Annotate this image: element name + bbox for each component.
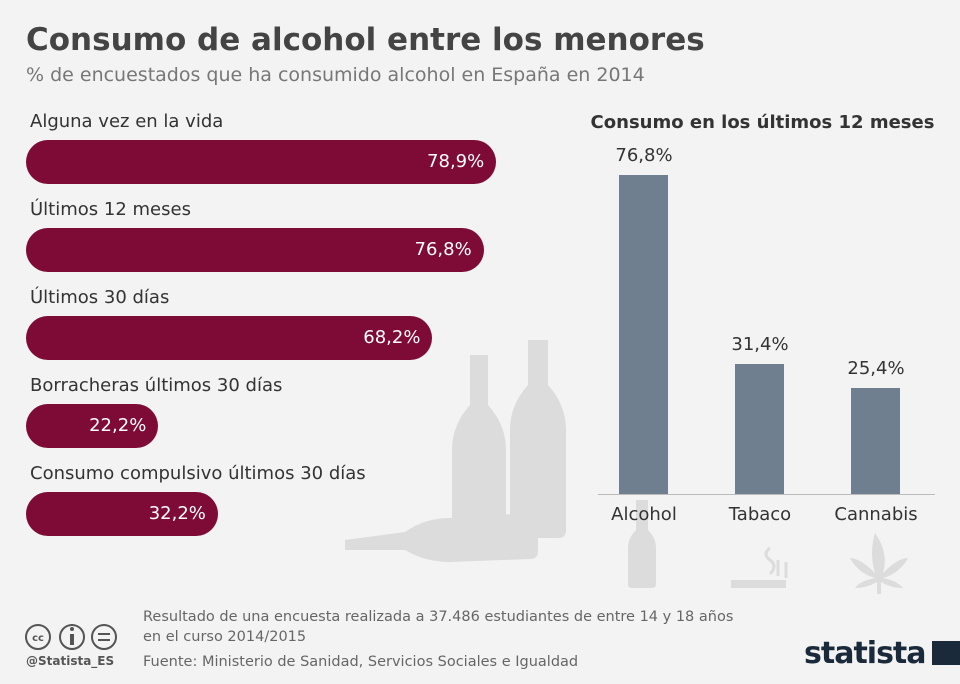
bar-category-label: Últimos 12 meses [30,199,191,220]
vertical-chart-title: Consumo en los últimos 12 meses [590,112,935,133]
logo-text: statista [804,636,927,671]
x-tick-label: Cannabis [834,504,918,525]
note-line-1: Resultado de una encuesta realizada a 37… [143,609,734,625]
bar-value-label: 25,4% [847,358,905,380]
chart-subtitle: % de encuestados que ha consumido alcoho… [26,64,645,86]
source-note: Fuente: Ministerio de Sanidad, Servicios… [143,654,579,670]
logo-mark-icon [931,641,960,665]
bar-value-label: 78,9% [427,151,485,172]
cc-icon [25,624,51,650]
note-line-2: en el curso 2014/2015 [143,629,307,645]
x-axis-line [598,494,935,495]
survey-note: Resultado de una encuesta realizada a 37… [143,607,733,647]
bar-category-label: Últimos 30 días [30,287,170,308]
horizontal-bar: 22,2% [26,404,159,448]
social-handle: @Statista_ES [26,654,115,668]
bar-category-label: Consumo compulsivo últimos 30 días [30,463,366,484]
vertical-bar [619,174,668,494]
bar-value-label: 68,2% [363,327,421,348]
bar-category-label: Borracheras últimos 30 días [30,375,283,396]
bar-value-label: 76,8% [414,239,472,260]
horizontal-bar: 76,8% [26,228,484,272]
horizontal-bar: 78,9% [26,140,497,184]
nd-icon [91,624,117,650]
bar-value-label: 76,8% [615,144,673,166]
x-tick-label: Tabaco [728,504,792,525]
vertical-bar [735,363,784,494]
bar-category-label: Alguna vez en la vida [30,111,224,132]
chart-title: Consumo de alcohol entre los menores [26,22,705,58]
statista-logo: statista [804,636,960,671]
svg-text:cc: cc [32,633,44,644]
vertical-bar [851,388,900,494]
x-tick-label: Alcohol [611,504,677,525]
bar-value-label: 22,2% [89,415,147,436]
bar-value-label: 31,4% [731,333,789,355]
horizontal-bar: 32,2% [26,492,218,536]
horizontal-bar: 68,2% [26,316,433,360]
by-icon [59,624,85,650]
bar-value-label: 32,2% [148,503,206,524]
